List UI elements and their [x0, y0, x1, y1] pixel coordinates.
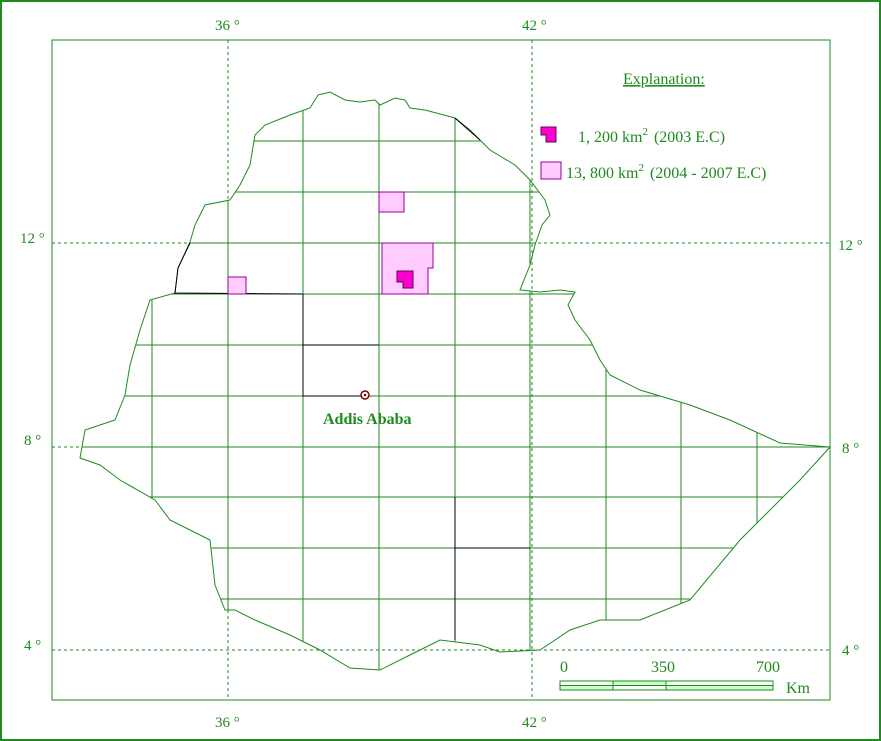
lon-label: 36 °: [215, 18, 240, 34]
license-area: [381, 242, 434, 295]
city-label: Addis Ababa: [323, 411, 412, 428]
lat-label: 4 °: [842, 643, 859, 659]
lon-label: 36 °: [215, 715, 240, 731]
scale-segment: [559, 685, 614, 691]
legend-area: 1, 200 km: [578, 129, 643, 146]
legend-title: Explanation:: [623, 71, 705, 88]
scale-segment: [665, 685, 774, 691]
scale-tick: 0: [560, 659, 568, 676]
license-area: [378, 191, 405, 213]
city-marker-dot: [363, 393, 367, 397]
scale-tick: 350: [651, 659, 675, 676]
legend-swatch: [540, 126, 557, 143]
admin-boundary: [174, 117, 530, 640]
lon-label: 42 °: [522, 715, 547, 731]
graticule: [52, 40, 830, 700]
lon-label: 42 °: [522, 18, 547, 34]
lat-label: 12 °: [838, 238, 863, 254]
legend-label: 13, 800 km2 (2004 - 2007 E.C): [566, 162, 766, 182]
legend-period: (2004 - 2007 E.C): [650, 165, 766, 182]
legend-label: 1, 200 km2 (2003 E.C): [578, 126, 725, 146]
license-area: [227, 276, 247, 295]
lat-label: 8 °: [24, 433, 41, 449]
scale-tick: 700: [756, 659, 780, 676]
scale-unit: Km: [786, 680, 811, 697]
legend-swatch: [540, 161, 562, 180]
legend-superscript: 2: [642, 126, 648, 138]
legend-period: (2003 E.C): [654, 129, 725, 146]
map-border: [51, 39, 831, 701]
legend-superscript: 2: [638, 162, 644, 174]
legend-area: 13, 800 km: [566, 165, 639, 182]
license-area-2003: [396, 270, 414, 289]
lat-label: 4 °: [24, 638, 41, 654]
scale-segment: [612, 680, 667, 686]
lat-label: 8 °: [842, 441, 859, 457]
lat-label: 12 °: [20, 231, 45, 247]
